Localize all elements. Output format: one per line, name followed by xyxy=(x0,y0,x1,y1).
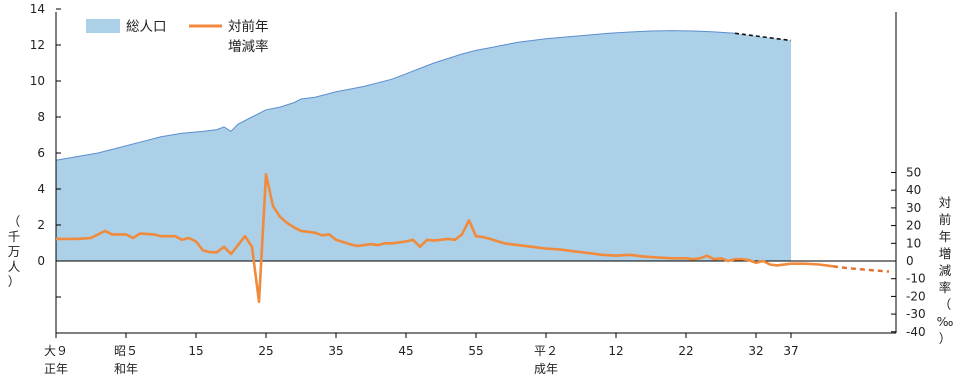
right-axis-unit-char: 対 xyxy=(939,195,952,210)
population-area-layer xyxy=(55,30,792,261)
legend-rate-label: 対前年 xyxy=(228,18,269,35)
x-tick-label: 15 xyxy=(188,344,203,358)
right-axis-unit-char: 減 xyxy=(939,263,952,278)
left-tick-label: 12 xyxy=(30,38,45,52)
left-tick-label: 4 xyxy=(37,182,45,196)
rate-projection-line xyxy=(832,265,890,273)
right-axis-unit-char: 増 xyxy=(939,246,952,261)
legend-population-label: 総人口 xyxy=(126,19,167,35)
x-tick-label: 45 xyxy=(398,344,413,358)
right-axis-unit-char: 前 xyxy=(939,212,952,227)
left-axis-unit-char: 人 xyxy=(8,259,21,274)
right-tick-label: 10 xyxy=(906,236,921,250)
right-axis-unit-char: 年 xyxy=(939,229,952,244)
right-tick-label: 40 xyxy=(906,183,921,197)
x-tick-label: 平２ xyxy=(534,344,558,358)
right-tick-label: -30 xyxy=(906,307,926,321)
population-projection-line xyxy=(734,32,792,42)
left-axis-unit-char: （ xyxy=(8,214,21,229)
x-tick-label: 昭５ xyxy=(114,344,138,358)
left-axis-unit-char: ） xyxy=(8,274,21,289)
left-tick-label: 10 xyxy=(30,74,45,88)
x-tick-label: 55 xyxy=(468,344,483,358)
x-tick-label: 大９ xyxy=(44,344,68,358)
x-tick-label: 37 xyxy=(783,344,798,358)
x-tick-label: 正年 xyxy=(44,362,68,376)
population-edge-line xyxy=(55,30,736,161)
left-axis-unit-char: 千 xyxy=(8,229,21,244)
tick-labels-layer: 0 2 4 6 8 10 12 14 50 40 30 20 10 0 -10 -20 -30 -40 大９ 正年 昭５… xyxy=(8,2,954,376)
left-tick-label: 2 xyxy=(37,218,45,232)
rate-line-layer xyxy=(56,173,890,304)
left-axis-unit-char: 万 xyxy=(8,244,21,259)
right-tick-label: 50 xyxy=(906,166,921,180)
x-tick-label: 成年 xyxy=(534,362,558,376)
x-tick-label: 32 xyxy=(748,344,763,358)
population-area xyxy=(56,30,791,261)
right-tick-label: 0 xyxy=(906,254,914,268)
legend-population-swatch xyxy=(86,19,120,33)
right-axis-unit-char: 率 xyxy=(939,280,952,295)
x-tick-label: 12 xyxy=(608,344,623,358)
left-tick-label: 0 xyxy=(37,254,45,268)
right-axis-unit-char: ‰ xyxy=(937,314,954,329)
right-tick-label: 30 xyxy=(906,201,921,215)
x-tick-label: 和年 xyxy=(114,362,138,376)
left-tick-label: 6 xyxy=(37,146,45,160)
legend-rate-label: 増減率 xyxy=(228,38,269,55)
x-tick-label: 35 xyxy=(328,344,343,358)
right-axis-unit-char: （ xyxy=(939,297,952,312)
right-tick-label: -10 xyxy=(906,272,926,286)
axes-layer xyxy=(55,8,897,338)
x-tick-label: 25 xyxy=(258,344,273,358)
rate-line xyxy=(56,173,834,304)
right-tick-label: -20 xyxy=(906,289,926,303)
left-tick-label: 14 xyxy=(30,2,45,16)
right-tick-label: -40 xyxy=(906,325,926,339)
x-tick-label: 22 xyxy=(678,344,693,358)
right-tick-label: 20 xyxy=(906,219,921,233)
left-tick-label: 8 xyxy=(37,110,45,124)
right-axis-unit-char: ） xyxy=(939,331,952,346)
